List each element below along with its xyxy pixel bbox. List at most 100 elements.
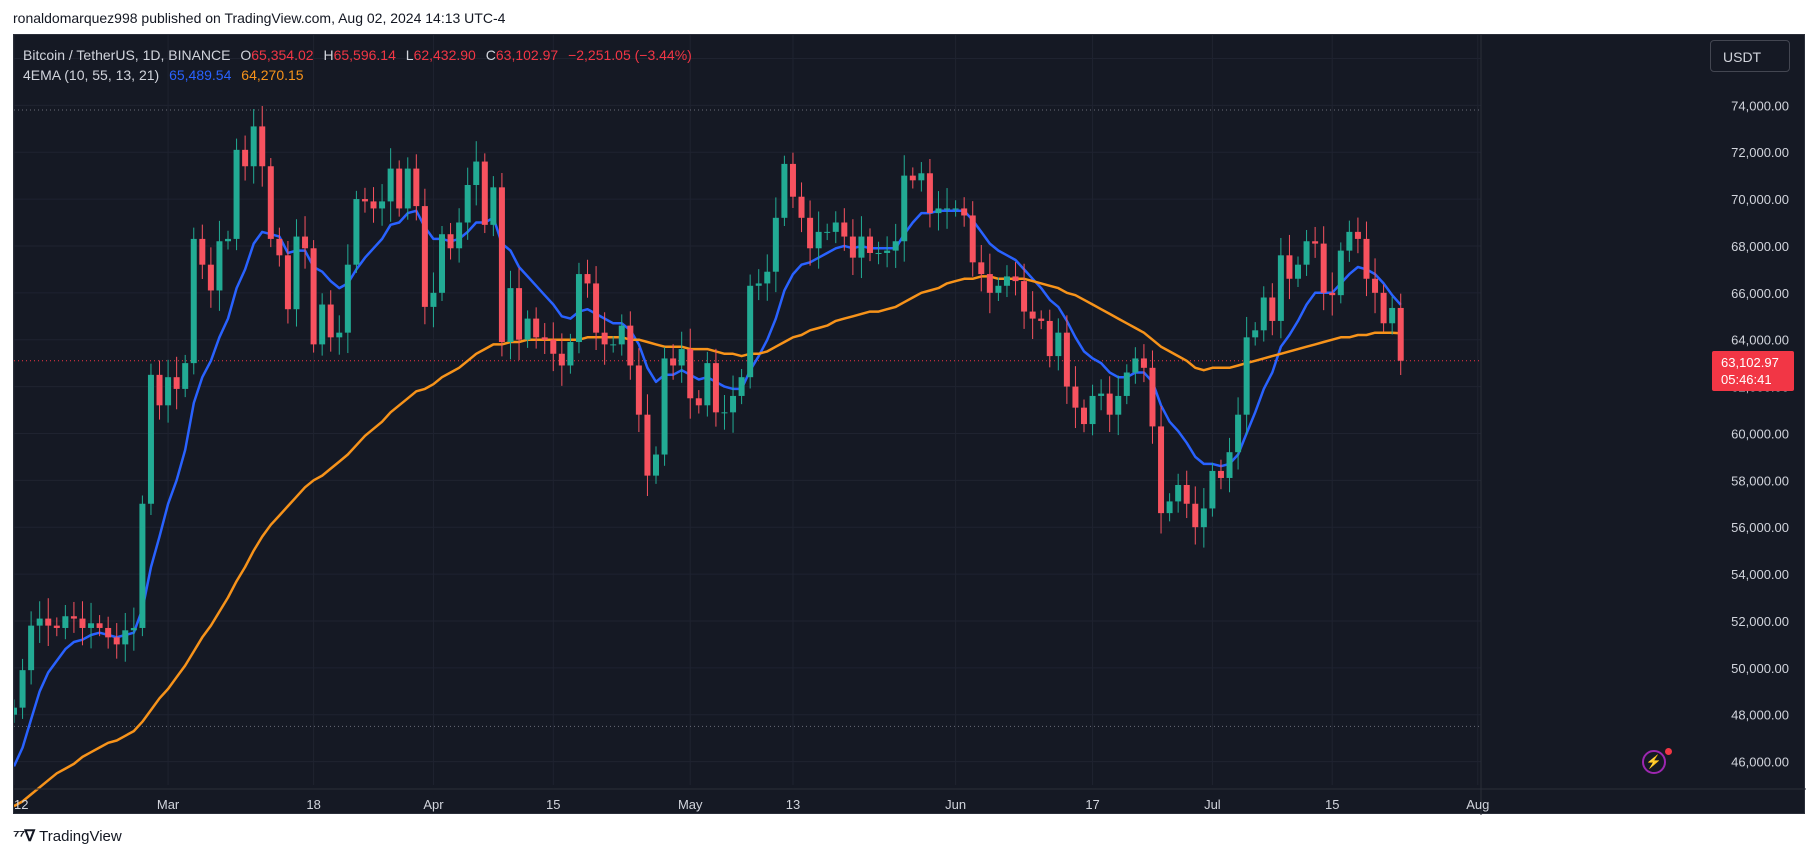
time-axis: 12 Mar 18 Apr 15 May 13 Jun 17 Jul 15 Aug — [14, 788, 1806, 812]
candle-body — [1192, 503, 1199, 528]
candle-body — [644, 414, 651, 476]
candle-body — [62, 616, 69, 628]
candle-body — [225, 238, 231, 242]
candle-body — [327, 304, 334, 338]
candle-body — [815, 231, 822, 249]
reference-lines — [14, 109, 1481, 727]
candle-body — [430, 292, 437, 307]
candle-body — [653, 454, 659, 476]
candle-body — [944, 208, 951, 210]
brand-footer[interactable]: ⁷⁷ᐁ TradingView — [13, 826, 122, 846]
candle-body — [216, 241, 223, 291]
candle-body — [978, 262, 985, 275]
candle-body — [122, 630, 129, 645]
candle-body — [302, 236, 309, 249]
candle-body — [678, 349, 685, 366]
candle-body — [507, 288, 514, 343]
candle-body — [242, 149, 249, 167]
candle-body — [1089, 395, 1096, 425]
candle-body — [892, 241, 899, 251]
high-label: H — [323, 47, 334, 63]
candle-body — [516, 288, 523, 340]
candle-body — [755, 283, 762, 286]
candle-body — [1252, 330, 1259, 338]
candle-body — [567, 342, 574, 366]
candle-body — [918, 173, 925, 181]
candle-body — [1380, 292, 1387, 324]
candle-body — [199, 238, 206, 265]
candle-body — [730, 395, 737, 413]
candle-body — [986, 274, 993, 293]
bar-countdown: 05:46:41 — [1721, 371, 1772, 387]
y-tick-label: 64,000.00 — [1731, 333, 1789, 348]
brand-name: TradingView — [39, 827, 122, 845]
close-value: 63,102.97 — [495, 47, 559, 63]
y-tick-label: 50,000.00 — [1731, 661, 1789, 676]
publish-line: ronaldomarquez998 published on TradingVi… — [13, 10, 506, 26]
candle-body — [1286, 255, 1293, 279]
candle-body — [173, 377, 180, 389]
candle-body — [524, 318, 531, 340]
indicator-name[interactable]: 4EMA (10, 55, 13, 21) — [23, 67, 160, 83]
ohlc-row: Bitcoin / TetherUS, 1D, BINANCE O65,354.… — [23, 45, 692, 65]
candle-body — [1149, 367, 1156, 427]
x-tick-label: Jun — [945, 797, 966, 812]
candle-body — [182, 363, 189, 389]
low-value: 62,432.90 — [413, 47, 476, 63]
x-tick-label: 13 — [786, 797, 800, 812]
lightning-icon[interactable]: ⚡ — [1642, 750, 1666, 774]
candle-body — [1209, 470, 1216, 509]
candle-body — [447, 234, 454, 249]
candle-body — [695, 398, 702, 406]
candle-body — [1021, 281, 1028, 312]
candle-body — [490, 187, 497, 225]
candle-body — [147, 374, 154, 504]
candle-body — [88, 623, 95, 628]
candle-body — [661, 358, 668, 455]
x-tick-label: 17 — [1085, 797, 1099, 812]
candle-body — [1260, 297, 1267, 331]
candle-body — [498, 187, 505, 343]
candle-body — [969, 215, 976, 263]
open-label: O — [240, 47, 252, 63]
candle-body — [541, 337, 548, 340]
candle-body — [1098, 393, 1105, 396]
low-label: L — [405, 47, 414, 63]
candle-body — [344, 264, 351, 333]
price-chart[interactable]: 46,000.00 48,000.00 50,000.00 52,000.00 54,0… — [14, 35, 1806, 815]
candle-body — [1183, 485, 1190, 504]
candle-body — [473, 161, 480, 185]
candle-body — [1295, 264, 1301, 279]
currency-unit-button[interactable]: USDT — [1710, 40, 1790, 72]
candle-body — [130, 627, 137, 631]
candle-body — [781, 163, 788, 218]
y-tick-label: 66,000.00 — [1731, 286, 1789, 301]
candle-body — [456, 222, 463, 249]
candle-body — [353, 199, 360, 265]
chart-legend: Bitcoin / TetherUS, 1D, BINANCE O65,354.… — [23, 45, 692, 85]
candle-body — [550, 339, 557, 354]
candle-body — [961, 208, 968, 216]
candle-body — [396, 168, 403, 209]
y-tick-label: 74,000.00 — [1731, 98, 1789, 113]
notification-dot — [1665, 748, 1672, 755]
candle-body — [379, 201, 386, 209]
candle-body — [926, 173, 933, 214]
x-tick-label: 15 — [1325, 797, 1339, 812]
candle-body — [370, 201, 377, 209]
chart-pane[interactable]: 46,000.00 48,000.00 50,000.00 52,000.00 54,0… — [13, 34, 1806, 815]
candle-body — [584, 274, 591, 284]
candle-body — [1354, 231, 1361, 239]
candle-body — [207, 264, 214, 291]
candle-body — [884, 250, 891, 253]
candle-body — [79, 618, 86, 628]
candle-body — [1072, 386, 1079, 408]
candle-body — [293, 236, 300, 310]
candle-body — [618, 325, 625, 345]
candle-body — [1363, 238, 1370, 279]
symbol-label[interactable]: Bitcoin / TetherUS, 1D, BINANCE — [23, 47, 231, 63]
y-tick-label: 52,000.00 — [1731, 614, 1789, 629]
grid-layer — [14, 35, 1481, 785]
candle-body — [336, 332, 343, 338]
candle-body — [1217, 470, 1224, 478]
